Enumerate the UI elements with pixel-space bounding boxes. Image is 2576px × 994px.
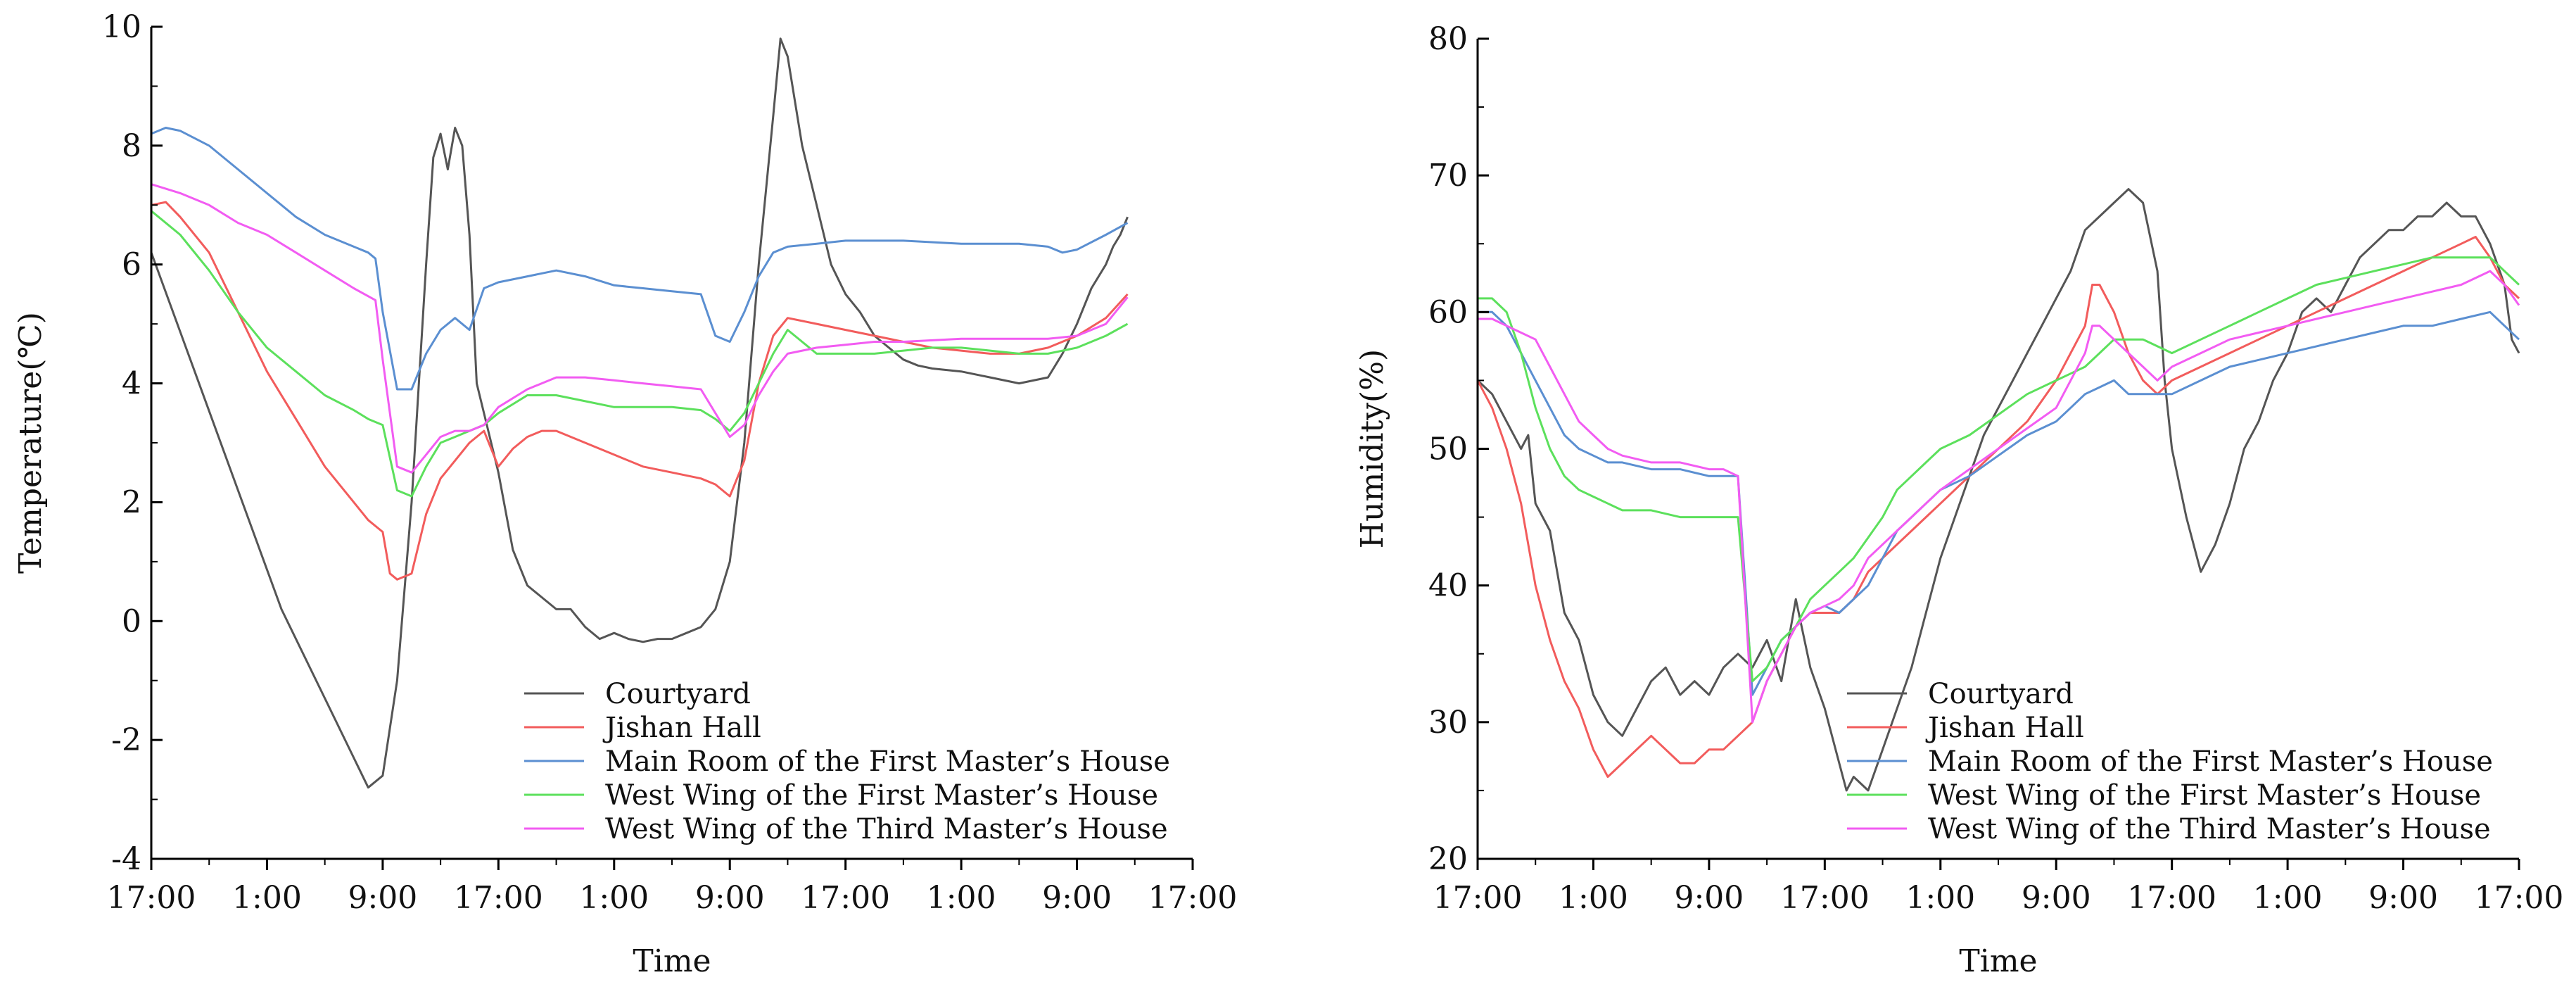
x-tick-label: 17:00 (454, 880, 543, 916)
x-tick-label: 1:00 (2253, 880, 2323, 916)
legend-label: Main Room of the First Master’s House (1928, 746, 2493, 778)
series-line-courtyard (150, 37, 1129, 789)
legend-label: Courtyard (1928, 678, 2074, 710)
x-tick-label: 9:00 (2368, 880, 2438, 916)
series-line-west-wing-of-the-first-master-s-house (1478, 256, 2520, 683)
y-tick-label: 20 (1428, 841, 1468, 877)
y-tick-label: -4 (111, 841, 141, 877)
y-tick-label: 80 (1428, 21, 1468, 57)
humidity-chart: 20 30 40 50 60 70 80 17:00 1:00 9:00 17:00 1:00 9:00… (1354, 21, 2563, 979)
x-tick-label: 9:00 (2022, 880, 2091, 916)
series-line-west-wing-of-the-first-master-s-house (151, 210, 1129, 498)
x-tick-label: 1:00 (232, 880, 302, 916)
x-axis-title: Time (633, 943, 711, 979)
x-tick-label: 17:00 (107, 880, 196, 916)
y-tick-label: 40 (1428, 568, 1468, 604)
x-tick-label: 17:00 (801, 880, 890, 916)
x-tick-label: 17:00 (1780, 880, 1870, 916)
x-tick-label: 17:00 (2127, 880, 2216, 916)
series-line-west-wing-of-the-third-master-s-house (1478, 270, 2520, 724)
series-line-courtyard (1476, 188, 2520, 792)
series-line-main-room-of-the-first-master-s-house (151, 127, 1129, 391)
legend-label: West Wing of the First Master’s House (1928, 779, 2481, 812)
x-tick-label: 9:00 (348, 880, 417, 916)
y-tick-label: 4 (122, 366, 141, 402)
y-tick-label: 60 (1428, 294, 1468, 330)
legend-label: Jishan Hall (602, 712, 761, 744)
legend-label: Courtyard (605, 678, 751, 710)
y-axis-title: Temperature(℃) (13, 312, 49, 574)
x-tick-label: 9:00 (695, 880, 765, 916)
series-line-west-wing-of-the-third-master-s-house (151, 183, 1129, 474)
x-tick-label: 17:00 (1433, 880, 1523, 916)
y-tick-label: -2 (111, 722, 141, 758)
x-tick-label: 1:00 (1559, 880, 1628, 916)
y-tick-label: 6 (122, 247, 141, 283)
y-axis-title: Humidity(%) (1354, 349, 1390, 548)
x-tick-label: 9:00 (1042, 880, 1112, 916)
y-tick-label: 8 (122, 128, 141, 164)
y-tick-label: 10 (102, 9, 141, 45)
x-tick-label: 1:00 (927, 880, 996, 916)
y-tick-label: 30 (1428, 705, 1468, 741)
y-tick-label: 2 (122, 484, 141, 520)
series-line-jishan-hall (1476, 236, 2520, 778)
x-tick-label: 9:00 (1674, 880, 1744, 916)
y-tick-label: 50 (1428, 432, 1468, 467)
legend-label: Jishan Hall (1925, 712, 2084, 744)
legend-label: West Wing of the Third Master’s House (605, 813, 1168, 845)
series-line-jishan-hall (151, 201, 1129, 581)
series-line-main-room-of-the-first-master-s-house (1478, 310, 2520, 696)
temperature-chart: -4 -2 0 2 4 6 8 10 17:00 1:00 9:00 17:00 1:00 9:00 17:… (13, 9, 1237, 979)
x-tick-label: 17:00 (2475, 880, 2564, 916)
y-tick-label: 70 (1428, 158, 1468, 194)
legend-label: Main Room of the First Master’s House (605, 746, 1170, 778)
x-axis-title: Time (1959, 943, 2037, 979)
y-tick-label: 0 (122, 603, 141, 639)
x-tick-label: 17:00 (1148, 880, 1238, 916)
x-tick-label: 1:00 (1905, 880, 1975, 916)
legend-label: West Wing of the First Master’s House (605, 779, 1158, 812)
legend-label: West Wing of the Third Master’s House (1928, 813, 2491, 845)
x-tick-label: 1:00 (579, 880, 649, 916)
